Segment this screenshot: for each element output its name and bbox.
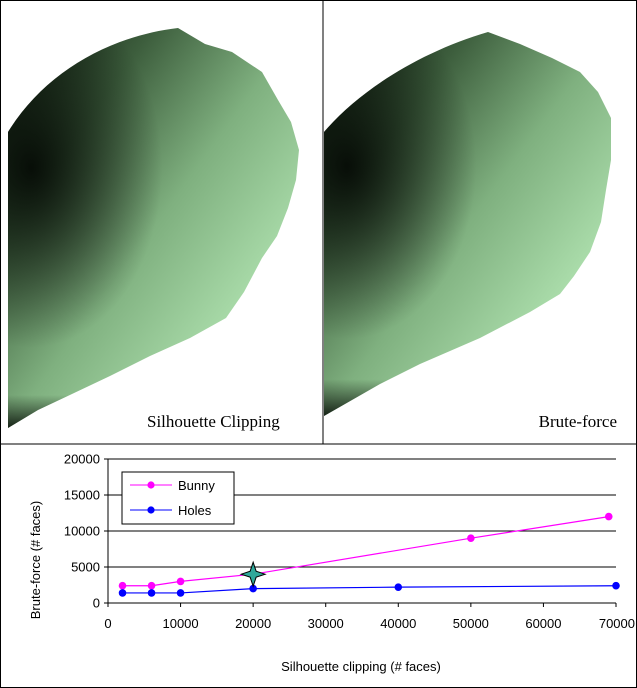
x-tick-label: 20000: [235, 616, 271, 631]
y-tick-label: 0: [93, 596, 100, 611]
data-point-holes: [249, 584, 257, 593]
x-tick-label: 30000: [308, 616, 344, 631]
legend-box: [121, 471, 235, 525]
left-model-bottom-shadow: [8, 318, 226, 428]
x-tick-label: 0: [104, 616, 111, 631]
y-tick-label: 20000: [64, 452, 100, 467]
data-point-holes: [118, 589, 127, 597]
series-line-bunny: [122, 516, 609, 587]
data-point-bunny: [604, 512, 613, 521]
data-point-bunny: [467, 534, 475, 542]
y-tick-label: 10000: [64, 524, 100, 539]
chart-axes: [104, 458, 617, 607]
data-point-holes: [612, 581, 620, 590]
x-tick-label: 70000: [599, 616, 635, 631]
silhouette-clipping-render: Silhouette Clipping: [8, 28, 299, 431]
chart: 0 5000 10000 15000 20000 0 10000 20000 30000 400…: [28, 452, 635, 675]
legend-swatch-bunny-marker: [147, 481, 155, 489]
y-axis-title: Brute-force (# faces): [28, 501, 43, 620]
data-point-holes: [394, 583, 403, 591]
y-tick-labels: 0 5000 10000 15000 20000: [64, 452, 100, 611]
legend-swatch-holes-marker: [147, 506, 155, 514]
highlight-star: [239, 560, 267, 588]
x-tick-label: 10000: [162, 616, 198, 631]
y-tick-label: 5000: [71, 560, 100, 575]
x-tick-label: 60000: [525, 616, 561, 631]
legend-label-bunny: Bunny: [178, 478, 215, 493]
data-point-bunny: [176, 577, 185, 586]
right-panel-caption: Brute-force: [539, 412, 617, 431]
x-tick-label: 50000: [453, 616, 489, 631]
legend: Bunny Holes: [121, 471, 235, 525]
data-point-holes: [176, 589, 185, 597]
series-line-holes: [122, 585, 617, 594]
left-model-shadow: [8, 28, 299, 428]
right-model-shadow: [324, 32, 611, 416]
brute-force-render: Brute-force: [324, 32, 617, 431]
data-point-bunny: [147, 581, 156, 590]
x-axis-title: Silhouette clipping (# faces): [281, 659, 441, 674]
legend-label-holes: Holes: [178, 503, 212, 518]
x-tick-labels: 0 10000 20000 30000 40000 50000 60000 70000: [104, 616, 635, 631]
highlight-marker: [239, 560, 267, 588]
data-point-bunny: [118, 581, 127, 590]
left-panel-caption: Silhouette Clipping: [147, 412, 280, 431]
series-lines: [122, 516, 617, 594]
data-point-holes: [147, 589, 156, 597]
x-tick-label: 40000: [380, 616, 416, 631]
y-tick-label: 15000: [64, 488, 100, 503]
